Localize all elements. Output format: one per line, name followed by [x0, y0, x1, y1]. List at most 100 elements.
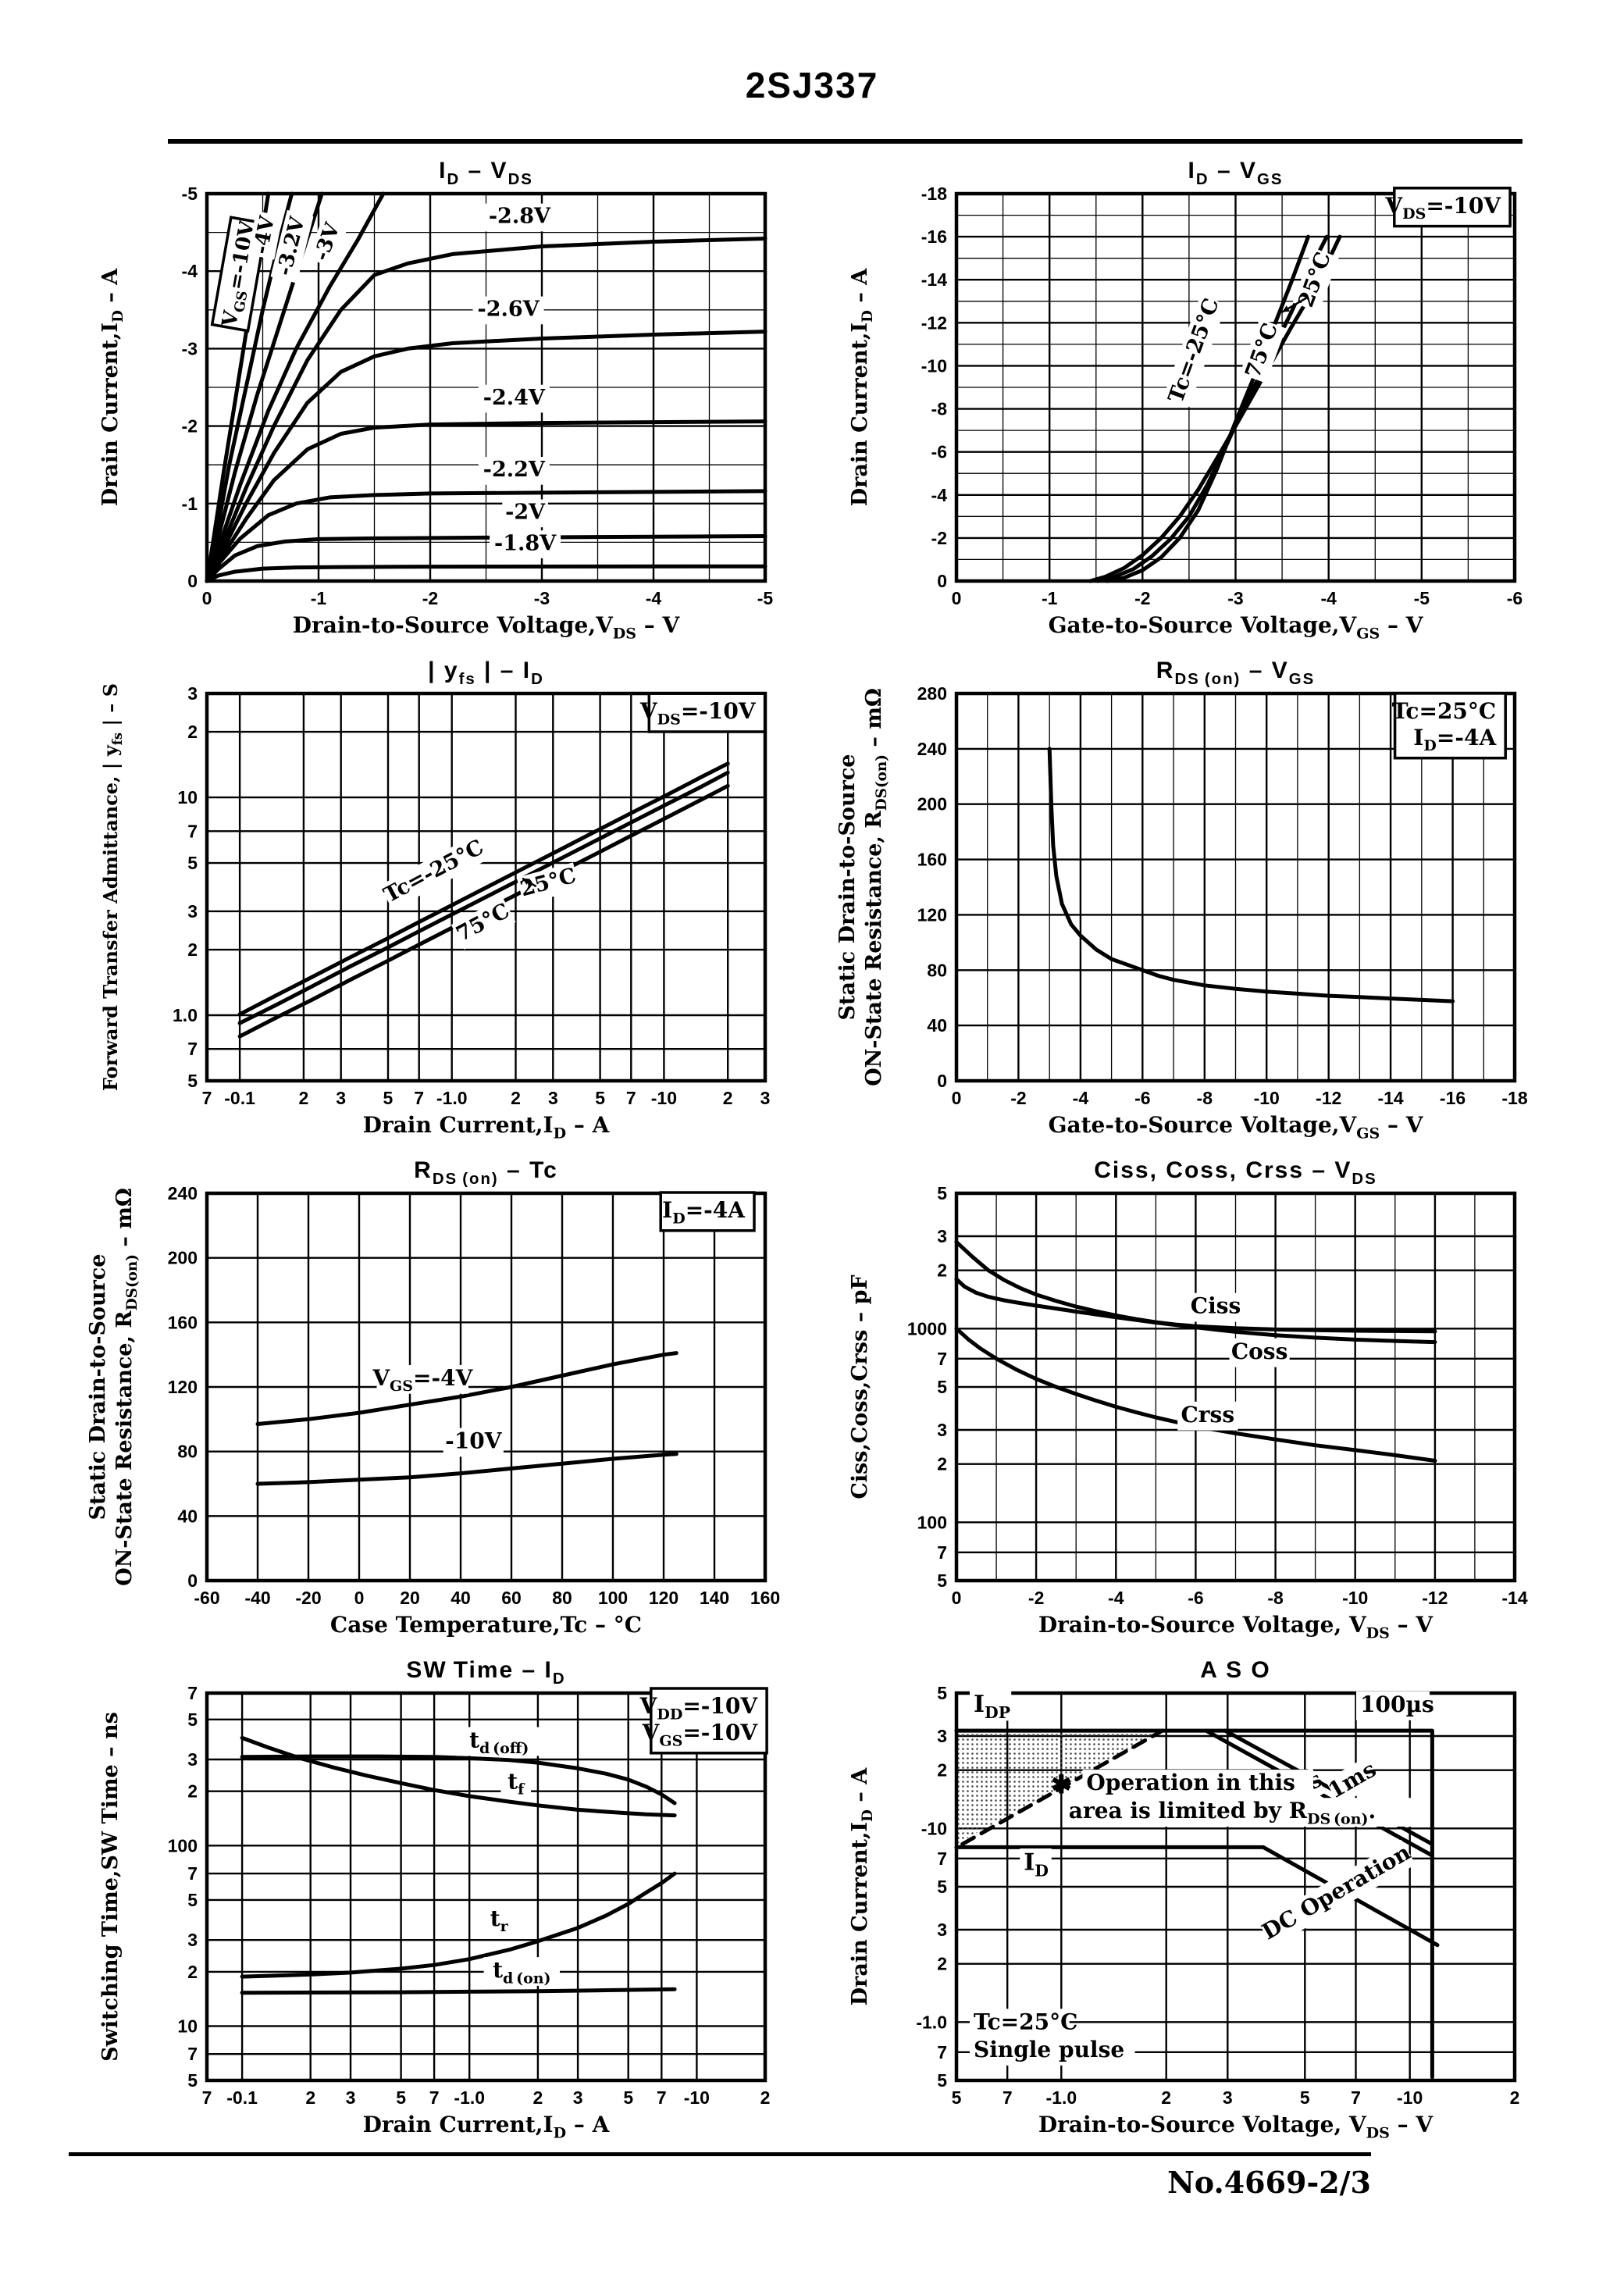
svg-text:-16: -16	[921, 226, 947, 247]
svg-text:5: 5	[937, 1183, 947, 1203]
svg-text:5: 5	[187, 1071, 198, 1091]
svg-text:240: 240	[168, 1183, 198, 1203]
svg-text:100: 100	[168, 1835, 198, 1856]
series-100us limit	[954, 1728, 1434, 2080]
svg-text:2: 2	[723, 1088, 733, 1108]
series-Tc=-25C	[237, 761, 730, 1017]
svg-text:-8: -8	[1267, 1588, 1284, 1608]
svg-text:2: 2	[187, 1962, 198, 1982]
svg-text:-2: -2	[931, 528, 947, 548]
svg-text:-5: -5	[182, 184, 198, 204]
svg-text:1.0: 1.0	[173, 1005, 198, 1025]
svg-text:-2.4V: -2.4V	[483, 386, 546, 410]
svg-text:-10: -10	[1342, 1588, 1368, 1608]
svg-text:Coss: Coss	[1231, 1339, 1288, 1364]
svg-text:160: 160	[750, 1588, 780, 1608]
svg-text:-5: -5	[1414, 588, 1430, 608]
series-VGS=-10V	[255, 1452, 678, 1486]
svg-text:td (on): td (on)	[493, 1957, 550, 1987]
svg-text:-4: -4	[646, 588, 662, 608]
svg-text:Drain Current,ID – A: Drain Current,ID – A	[848, 268, 876, 507]
svg-text:-1: -1	[182, 494, 198, 514]
svg-text:-1: -1	[1042, 588, 1058, 608]
series-Tc=75C	[1088, 234, 1342, 583]
svg-text:VGS=-4V: VGS=-4V	[372, 1365, 473, 1395]
svg-text:ID: ID	[1024, 1849, 1049, 1881]
svg-text:3: 3	[937, 1420, 947, 1440]
svg-text:VDS=-10V: VDS=-10V	[1384, 193, 1501, 223]
svg-text:2: 2	[1161, 2087, 1171, 2108]
svg-text:5: 5	[937, 1877, 947, 1897]
chart-grid: 0 -1 -2 -3 -4 -5 0 -1 -2 -3 -4 -5 Drain-to-Source Vo…	[86, 150, 1538, 2149]
svg-text:40: 40	[177, 1506, 198, 1526]
svg-text:-10: -10	[921, 355, 947, 376]
chart-rdson-vgs: 0 -2 -4 -6 -8 -10 -12 -14 -16 -18 0 40 80 120 160 200 24…	[835, 650, 1538, 1150]
svg-text:-8: -8	[1197, 1088, 1213, 1108]
svg-text:Crss: Crss	[1181, 1402, 1235, 1428]
chart-canvas-sw-time-id: 7 -0.1 2 3 5 7 -1.0 2 3 5 7 -10 2571023571002357Drai…	[98, 1657, 770, 2141]
svg-text:-1.8V: -1.8V	[494, 531, 557, 555]
svg-text:-1.0: -1.0	[436, 1088, 468, 1108]
svg-text:3: 3	[937, 1920, 947, 1940]
svg-text:-6: -6	[1507, 588, 1522, 608]
svg-text:160: 160	[168, 1312, 198, 1332]
svg-text:0: 0	[202, 588, 212, 608]
svg-text:tf: tf	[508, 1768, 525, 1798]
svg-text:120: 120	[649, 1588, 678, 1608]
svg-text:-14: -14	[921, 269, 947, 290]
svg-text:7: 7	[626, 1088, 636, 1108]
svg-text:2: 2	[511, 1088, 521, 1108]
svg-text:✱: ✱	[1051, 1770, 1072, 1799]
svg-text:240: 240	[917, 739, 947, 759]
svg-text:7: 7	[937, 1848, 947, 1869]
chart-ciss-coss-crss-vds: 0 -2 -4 -6 -8 -10 -12 -14 5 7 100 2 3 5 7 1000 2 3 5 Drain-…	[835, 1150, 1538, 1649]
svg-text:0: 0	[937, 571, 947, 591]
svg-text:1000: 1000	[907, 1318, 947, 1339]
svg-text:-1.0: -1.0	[916, 2012, 947, 2032]
chart-canvas-id-vds: 0 -1 -2 -3 -4 -5 0 -1 -2 -3 -4 -5 Drain-to-Source Vo…	[98, 158, 773, 642]
svg-text:7: 7	[1003, 2087, 1013, 2108]
svg-text:5: 5	[187, 1890, 198, 1910]
svg-text:3: 3	[1223, 2087, 1233, 2108]
svg-text:-1.0: -1.0	[454, 2087, 485, 2108]
svg-text:-2.2V: -2.2V	[483, 458, 546, 482]
series-Coss	[954, 1277, 1437, 1345]
svg-text:5: 5	[383, 1088, 394, 1108]
svg-text:200: 200	[168, 1248, 198, 1268]
svg-text:80: 80	[927, 960, 947, 980]
chart-canvas-aso: 5 7 -1.0 2 3 5 7 -10 2 5 7 -1.0 2 3 5 7 -10 2 3 5 Drain-to-S…	[848, 1657, 1519, 2141]
svg-text:7: 7	[187, 821, 198, 841]
svg-text:10: 10	[177, 787, 198, 807]
svg-text:-60: -60	[194, 1588, 219, 1608]
svg-text:3: 3	[937, 1226, 947, 1246]
svg-text:Static Drain-to-Source: Static Drain-to-Source	[86, 1254, 110, 1520]
svg-text:40: 40	[451, 1588, 471, 1608]
svg-text:20: 20	[400, 1588, 420, 1608]
chart-canvas-yfs-id: 7 -0.1 2 3 5 7 -1.0 2 3 5 7 -10 2 3571.023571023Drain…	[99, 658, 770, 1142]
chart-sw-time-id: 7 -0.1 2 3 5 7 -1.0 2 3 5 7 -10 2 5 7 10 2 3 5 7 100 2 3 5 7 Drai…	[86, 1649, 789, 2149]
svg-text:2: 2	[937, 1954, 947, 1974]
svg-text:3: 3	[573, 2087, 583, 2108]
svg-text:100µs: 100µs	[1360, 1692, 1434, 1717]
svg-text:-10: -10	[921, 1818, 947, 1838]
svg-text:-3: -3	[1227, 588, 1243, 608]
svg-text:7: 7	[187, 2044, 198, 2064]
svg-text:-6: -6	[931, 442, 947, 462]
svg-text:-2.6V: -2.6V	[478, 298, 540, 322]
svg-text:-10: -10	[1254, 1088, 1280, 1108]
svg-text:Ciss, Coss, Crss – VDS: Ciss, Coss, Crss – VDS	[1094, 1157, 1376, 1188]
series-Tc=-25C	[1105, 234, 1310, 583]
series-Tc=25C	[237, 770, 730, 1025]
svg-text:7: 7	[414, 1088, 424, 1108]
chart-yfs-id: 7 -0.1 2 3 5 7 -1.0 2 3 5 7 -10 2 3 5 7 1.0 2 3 5 7 10 2 3 Drain…	[86, 650, 789, 1150]
series-VGS=-2.8V	[205, 237, 767, 583]
svg-text:-14: -14	[1501, 1588, 1527, 1608]
chart-canvas-rdson-vgs: 0 -2 -4 -6 -8 -10 -12 -14 -16 -18 0 40 80 120 160 200 24…	[835, 658, 1528, 1142]
svg-text:tr: tr	[490, 1905, 509, 1935]
svg-text:-2: -2	[1134, 588, 1150, 608]
series-td(on)	[240, 1987, 677, 1995]
svg-text:Drain Current,ID – A: Drain Current,ID – A	[363, 2112, 611, 2141]
svg-text:2: 2	[937, 1260, 947, 1281]
svg-text:Operation in this: Operation in this	[1086, 1770, 1295, 1795]
